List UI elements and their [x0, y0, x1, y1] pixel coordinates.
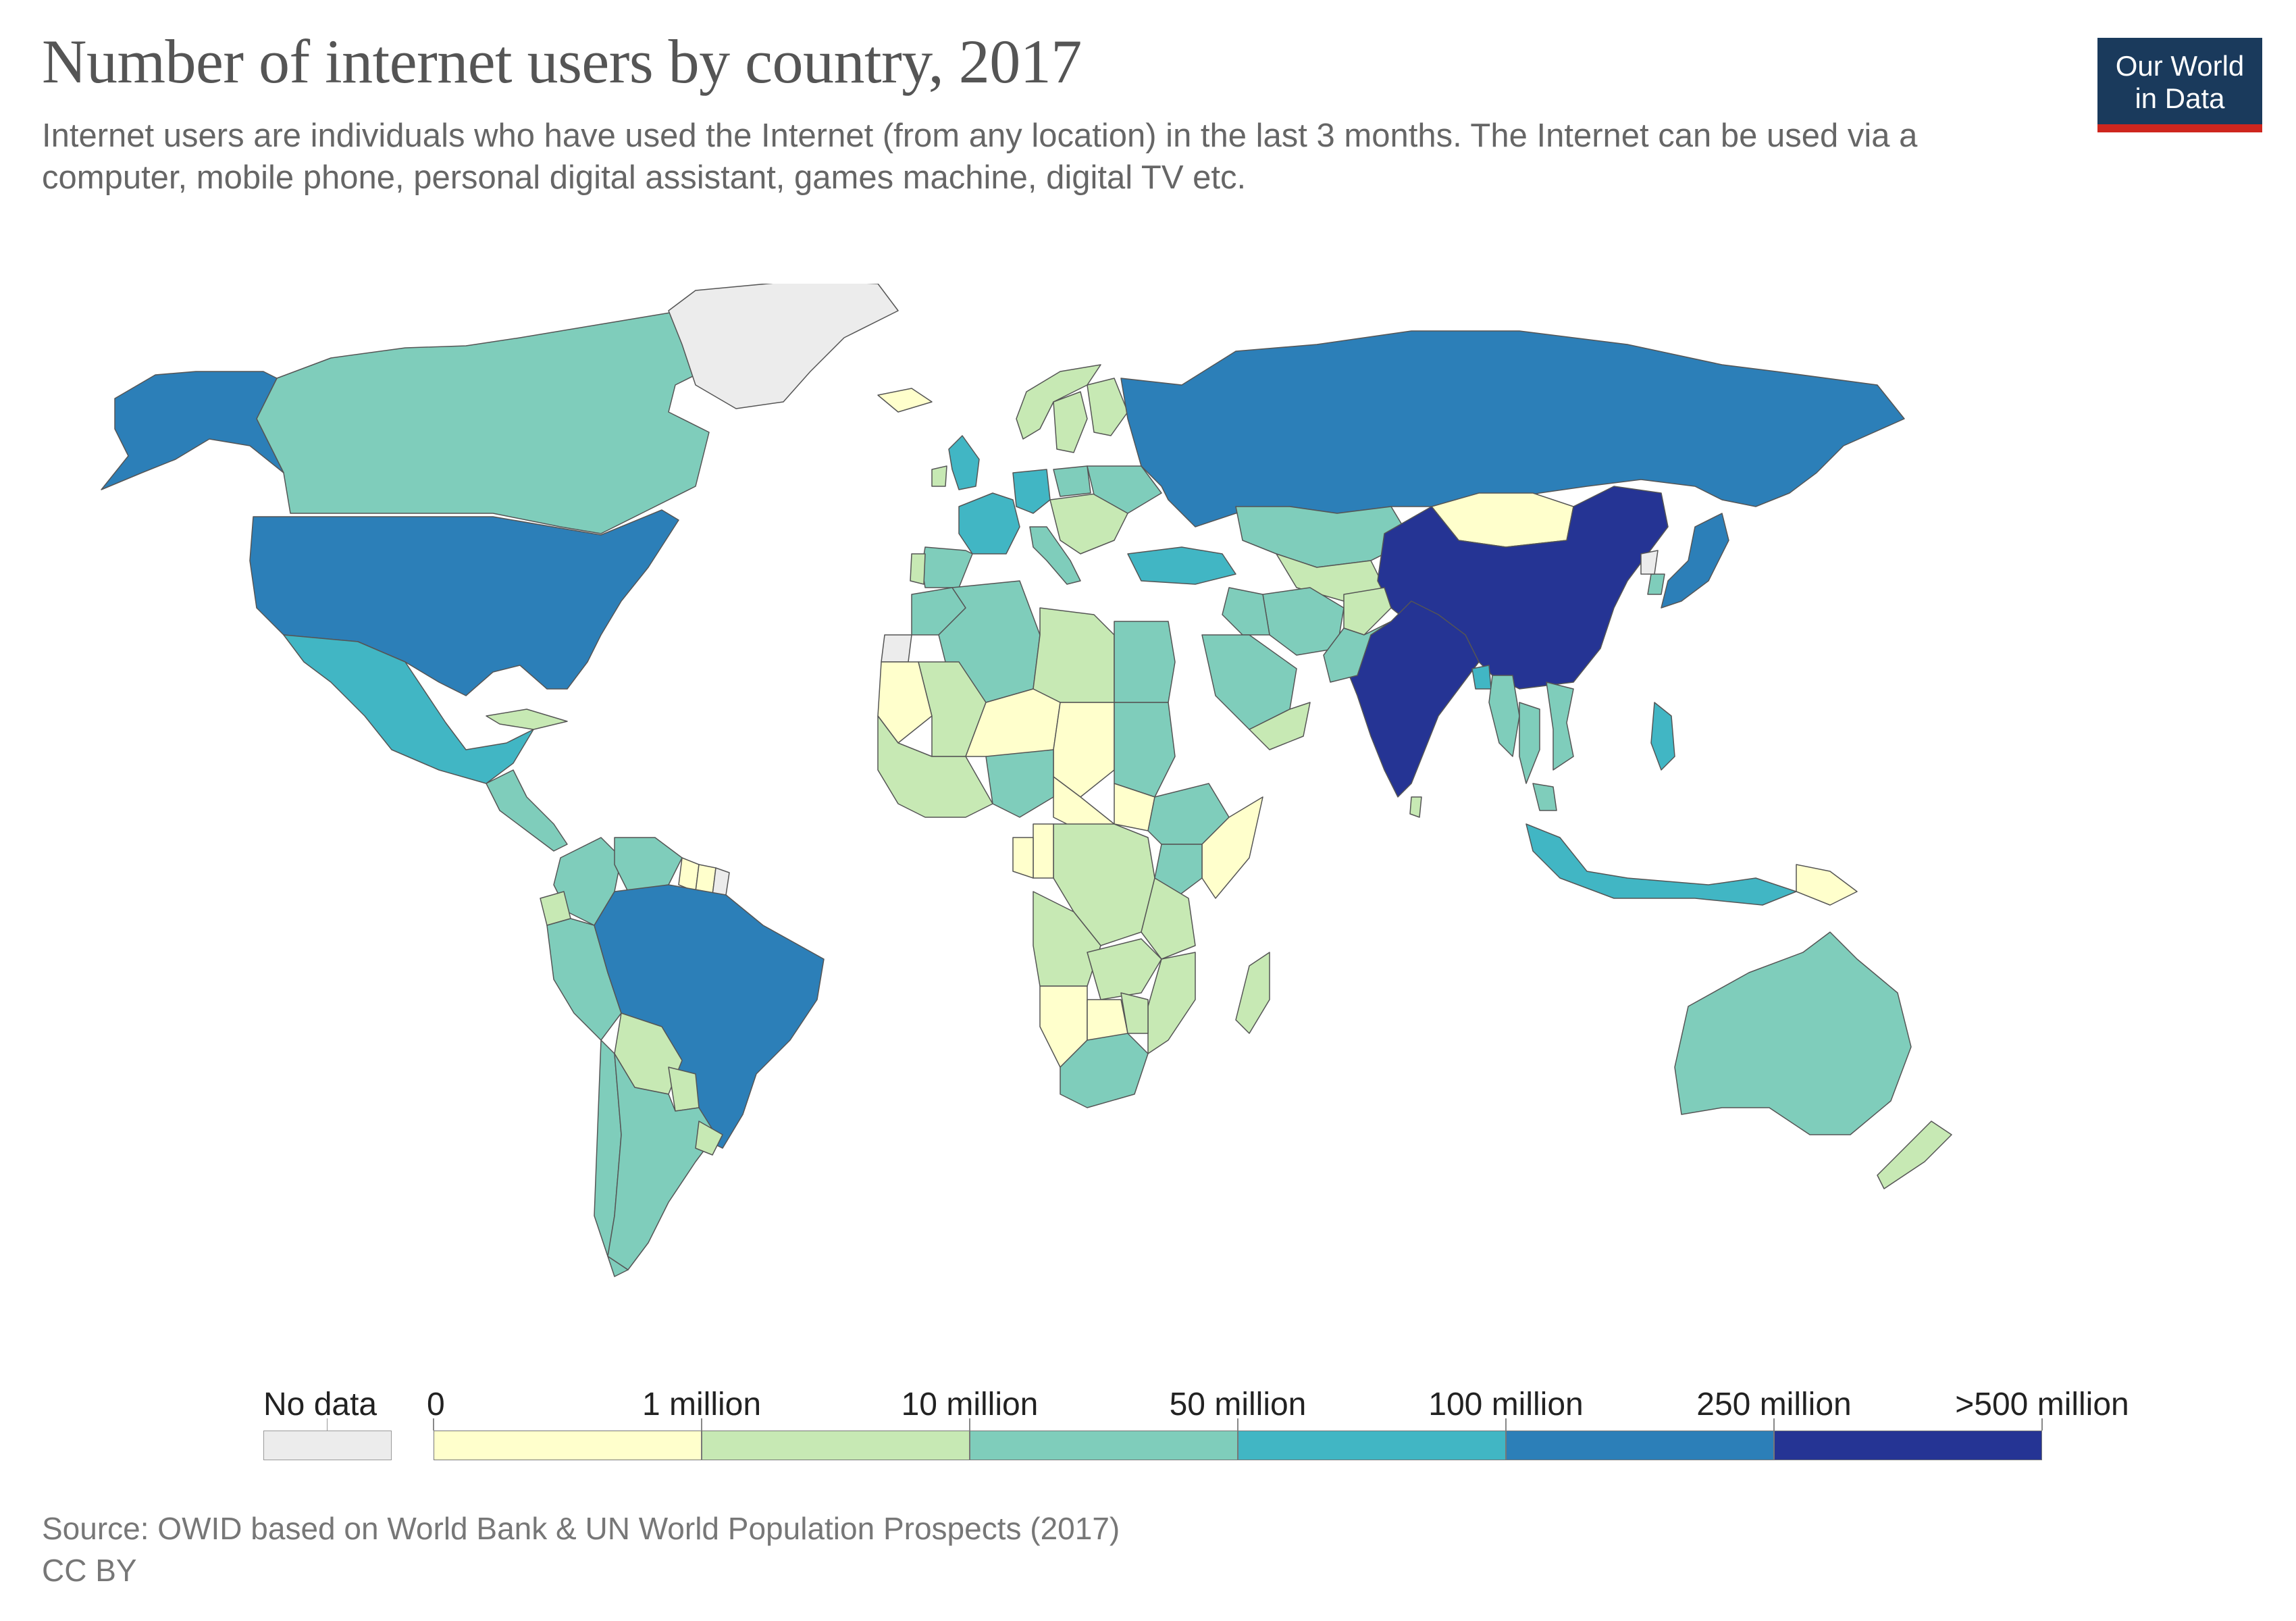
region-mauritania[interactable]: Mauritania	[877, 661, 933, 744]
region-iceland[interactable]: Iceland	[877, 388, 933, 413]
legend-no-data-label: No data	[263, 1387, 377, 1422]
region-papua-new-guinea[interactable]: Papua New Guinea	[1796, 864, 1858, 906]
region-united-kingdom[interactable]: United Kingdom	[948, 435, 980, 490]
legend-tick	[2041, 1418, 2043, 1431]
chart-title: Number of internet users by country, 201…	[42, 27, 1082, 96]
world-map: CanadaAlaska (United States)United State…	[101, 284, 1952, 1277]
region-vietnam[interactable]: Vietnam	[1546, 681, 1574, 771]
region-ukraine[interactable]: Ukraine	[1087, 465, 1162, 514]
legend-tick	[1773, 1418, 1775, 1431]
region-egypt[interactable]: Egypt	[1114, 621, 1176, 703]
region-afghanistan[interactable]: Afghanistan	[1343, 587, 1392, 636]
region-chad[interactable]: Chad	[1053, 702, 1115, 798]
legend-bin-5[interactable]	[1506, 1431, 1774, 1460]
legend-bin-1[interactable]	[434, 1431, 702, 1460]
region-iraq[interactable]: Iraq	[1222, 587, 1270, 636]
region-ireland[interactable]: Ireland	[931, 465, 947, 487]
region-indonesia[interactable]: Indonesia	[1525, 823, 1797, 906]
legend-bin-6[interactable]	[1774, 1431, 2042, 1460]
region-sudan[interactable]: Sudan	[1114, 702, 1176, 798]
legend-tick-label: 50 million	[1169, 1387, 1307, 1422]
legend-bin-2[interactable]	[702, 1431, 970, 1460]
region-poland[interactable]: Poland	[1053, 465, 1091, 497]
owid-logo[interactable]: Our World in Data	[2097, 38, 2262, 132]
legend-tick-label: 250 million	[1696, 1387, 1852, 1422]
legend-tick	[1505, 1418, 1507, 1431]
region-portugal[interactable]: Portugal	[910, 553, 926, 585]
region-south-africa[interactable]: South Africa	[1060, 1033, 1149, 1108]
region-philippines[interactable]: Philippines	[1650, 702, 1675, 771]
legend-tick	[1237, 1418, 1238, 1431]
region-north-korea[interactable]: North Korea	[1640, 550, 1659, 575]
region-zambia[interactable]: Zambia	[1087, 938, 1162, 1000]
region-canada[interactable]: Canada	[256, 310, 730, 534]
region-mexico[interactable]: Mexico	[283, 634, 534, 784]
legend-bin-4[interactable]	[1238, 1431, 1506, 1460]
legend-tick-label: 0	[427, 1387, 445, 1422]
region-russia[interactable]: Russia	[1120, 330, 1905, 528]
legend-bin-3[interactable]	[970, 1431, 1238, 1460]
region-libya[interactable]: Libya	[1033, 607, 1115, 703]
region-new-zealand[interactable]: New Zealand	[1877, 1121, 1952, 1189]
region-madagascar[interactable]: Madagascar	[1235, 952, 1270, 1034]
legend-no-data-swatch[interactable]	[263, 1431, 392, 1460]
region-germany[interactable]: Germany	[1012, 469, 1051, 514]
legend-tick	[701, 1418, 702, 1431]
region-myanmar[interactable]: Myanmar	[1488, 675, 1520, 757]
region-japan[interactable]: Japan	[1661, 513, 1729, 609]
region-central-america[interactable]: Central America	[486, 769, 568, 852]
legend-no-data-tick	[327, 1418, 328, 1431]
region-greenland[interactable]: Greenland	[668, 284, 899, 409]
logo-line-2: in Data	[2135, 82, 2225, 114]
region-south-korea[interactable]: South Korea	[1647, 573, 1665, 595]
region-thailand[interactable]: Thailand	[1519, 702, 1540, 784]
region-pakistan[interactable]: Pakistan	[1323, 621, 1392, 683]
region-sweden[interactable]: Sweden	[1053, 391, 1088, 453]
logo-line-1: Our World	[2115, 50, 2245, 82]
region-spain[interactable]: Spain	[921, 546, 973, 588]
region-france[interactable]: France	[958, 492, 1020, 555]
region-uruguay[interactable]: Uruguay	[695, 1121, 723, 1156]
region-west-africa[interactable]: West Africa	[877, 715, 993, 818]
region-gabon[interactable]: Gabon	[1012, 837, 1034, 879]
region-sri-lanka[interactable]: Sri Lanka	[1409, 796, 1422, 818]
region-alaska-united-states[interactable]: Alaska (United States)	[101, 371, 284, 490]
region-italy[interactable]: Italy	[1029, 526, 1081, 585]
region-venezuela[interactable]: Venezuela	[614, 837, 683, 892]
source-note: Source: OWID based on World Bank & UN Wo…	[42, 1511, 1120, 1546]
region-bangladesh[interactable]: Bangladesh	[1471, 665, 1492, 690]
legend-tick-label: 100 million	[1428, 1387, 1584, 1422]
legend-tick	[433, 1418, 434, 1431]
region-finland[interactable]: Finland	[1087, 378, 1128, 436]
legend-tick-label: 10 million	[901, 1387, 1039, 1422]
region-french-guiana[interactable]: French Guiana	[712, 867, 730, 896]
legend-tick-label: >500 million	[1955, 1387, 2129, 1422]
license-note: CC BY	[42, 1553, 137, 1588]
region-western-sahara[interactable]: Western Sahara	[881, 634, 912, 663]
region-turkey[interactable]: Turkey	[1127, 546, 1236, 585]
region-australia[interactable]: Australia	[1674, 931, 1912, 1135]
region-cuba[interactable]: Cuba	[486, 709, 568, 730]
region-zimbabwe[interactable]: Zimbabwe	[1120, 992, 1149, 1034]
chart-subtitle: Internet users are individuals who have …	[42, 118, 1918, 196]
region-arabian-peninsula[interactable]: Arabian Peninsula	[1249, 702, 1311, 750]
region-tanzania[interactable]: Tanzania	[1141, 877, 1196, 960]
region-nigeria[interactable]: Nigeria	[985, 749, 1054, 818]
legend-tick-label: 1 million	[642, 1387, 762, 1422]
legend-tick	[969, 1418, 970, 1431]
logo-accent-bar	[2097, 124, 2262, 132]
region-malaysia[interactable]: Malaysia	[1532, 783, 1557, 811]
region-congo[interactable]: Congo	[1033, 823, 1054, 879]
region-argentina[interactable]: Argentina	[607, 1053, 716, 1270]
